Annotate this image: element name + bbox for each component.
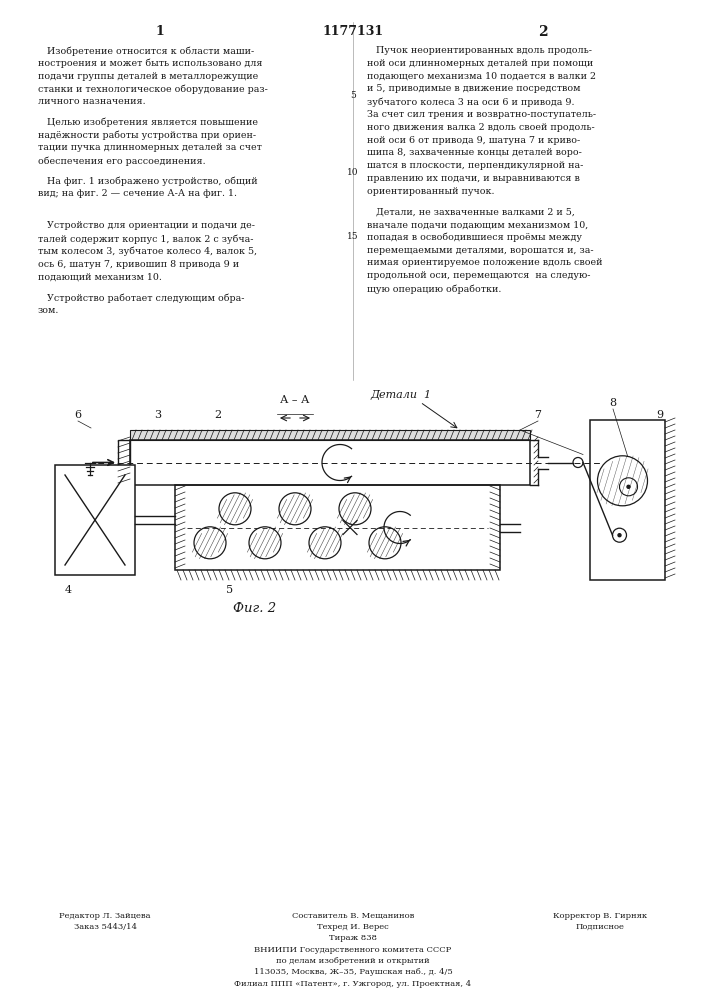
Text: 8: 8 <box>609 398 617 408</box>
Text: продольной оси, перемещаются  на следую-: продольной оси, перемещаются на следую- <box>367 271 590 280</box>
Text: зом.: зом. <box>38 306 59 315</box>
Text: 1: 1 <box>156 25 164 38</box>
Circle shape <box>249 527 281 559</box>
Text: 5: 5 <box>226 585 233 595</box>
Text: правлению их подачи, и выравниваются в: правлению их подачи, и выравниваются в <box>367 174 580 183</box>
Text: шатся в плоскости, перпендикулярной на-: шатся в плоскости, перпендикулярной на- <box>367 161 583 170</box>
Text: нимая ориентируемое положение вдоль своей: нимая ориентируемое положение вдоль свое… <box>367 258 602 267</box>
Text: Заказ 5443/14: Заказ 5443/14 <box>74 923 136 931</box>
Bar <box>590 420 665 580</box>
Text: подачи группы деталей в металлорежущие: подачи группы деталей в металлорежущие <box>38 72 258 81</box>
Text: ориентированный пучок.: ориентированный пучок. <box>367 187 494 196</box>
Text: 2: 2 <box>538 25 548 39</box>
Text: ностроения и может быть использовано для: ностроения и может быть использовано для <box>38 59 262 68</box>
Text: А – А: А – А <box>280 395 310 405</box>
Text: вид; на фиг. 2 — сечение А-А на фиг. 1.: вид; на фиг. 2 — сечение А-А на фиг. 1. <box>38 189 237 198</box>
Text: Устройство работает следующим обра-: Устройство работает следующим обра- <box>38 293 245 303</box>
Text: Фиг. 2: Фиг. 2 <box>233 602 276 615</box>
Text: 5: 5 <box>350 91 356 100</box>
Circle shape <box>612 528 626 542</box>
Text: 4: 4 <box>64 585 71 595</box>
Bar <box>130 440 530 485</box>
Text: ось 6, шатун 7, кривошип 8 привода 9 и: ось 6, шатун 7, кривошип 8 привода 9 и <box>38 260 239 269</box>
Text: Изобретение относится к области маши-: Изобретение относится к области маши- <box>38 46 255 55</box>
Bar <box>130 430 530 440</box>
Text: 2: 2 <box>214 410 221 420</box>
Text: Филиал ППП «Патент», г. Ужгород, ул. Проектная, 4: Филиал ППП «Патент», г. Ужгород, ул. Про… <box>235 980 472 988</box>
Text: ной оси длинномерных деталей при помощи: ной оси длинномерных деталей при помощи <box>367 59 593 68</box>
Text: 6: 6 <box>74 410 81 420</box>
Circle shape <box>219 493 251 525</box>
Text: подающий механизм 10.: подающий механизм 10. <box>38 273 162 282</box>
Text: станки и технологическое оборудование раз-: станки и технологическое оборудование ра… <box>38 84 268 94</box>
Text: За счет сил трения и возвратно-поступатель-: За счет сил трения и возвратно-поступате… <box>367 110 596 119</box>
Circle shape <box>619 478 638 496</box>
Circle shape <box>279 493 311 525</box>
Text: Техред И. Верес: Техред И. Верес <box>317 923 389 931</box>
Bar <box>118 440 130 485</box>
Text: Тираж 838: Тираж 838 <box>329 934 377 942</box>
Text: обеспечения его рассоединения.: обеспечения его рассоединения. <box>38 156 206 166</box>
Circle shape <box>627 485 630 488</box>
Text: перемещаемыми деталями, ворошатся и, за-: перемещаемыми деталями, ворошатся и, за- <box>367 246 594 255</box>
Circle shape <box>618 534 621 537</box>
Text: ной оси 6 от привода 9, шатуна 7 и криво-: ной оси 6 от привода 9, шатуна 7 и криво… <box>367 136 580 145</box>
Text: и 5, приводимые в движение посредством: и 5, приводимые в движение посредством <box>367 84 580 93</box>
Text: попадая в освободившиеся проёмы между: попадая в освободившиеся проёмы между <box>367 233 582 242</box>
Text: ного движения валка 2 вдоль своей продоль-: ного движения валка 2 вдоль своей продол… <box>367 123 595 132</box>
Text: Пучок неориентированных вдоль продоль-: Пучок неориентированных вдоль продоль- <box>367 46 592 55</box>
Text: 1177131: 1177131 <box>322 25 384 38</box>
Text: зубчатого колеса 3 на оси 6 и привода 9.: зубчатого колеса 3 на оси 6 и привода 9. <box>367 97 575 107</box>
Text: личного назначения.: личного назначения. <box>38 97 146 106</box>
Text: На фиг. 1 изображено устройство, общий: На фиг. 1 изображено устройство, общий <box>38 177 257 186</box>
Text: надёжности работы устройства при ориен-: надёжности работы устройства при ориен- <box>38 130 256 140</box>
Circle shape <box>597 456 648 506</box>
Circle shape <box>194 527 226 559</box>
Text: Подписное: Подписное <box>575 923 624 931</box>
Text: 7: 7 <box>534 410 542 420</box>
Bar <box>175 485 500 570</box>
Text: 9: 9 <box>656 410 664 420</box>
Text: шипа 8, захваченные концы деталей воро-: шипа 8, захваченные концы деталей воро- <box>367 148 582 157</box>
Bar <box>55 465 135 575</box>
Text: щую операцию обработки.: щую операцию обработки. <box>367 284 501 294</box>
Text: Корректор В. Гирняк: Корректор В. Гирняк <box>553 912 647 920</box>
Text: Составитель В. Мещанинов: Составитель В. Мещанинов <box>292 912 414 920</box>
Circle shape <box>309 527 341 559</box>
Text: 15: 15 <box>347 232 359 241</box>
Text: тации пучка длинномерных деталей за счет: тации пучка длинномерных деталей за счет <box>38 143 262 152</box>
Text: 113035, Москва, Ж–35, Раушская наб., д. 4/5: 113035, Москва, Ж–35, Раушская наб., д. … <box>254 968 452 976</box>
Circle shape <box>573 458 583 468</box>
Text: талей содержит корпус 1, валок 2 с зубча-: талей содержит корпус 1, валок 2 с зубча… <box>38 234 254 244</box>
Text: Устройство для ориентации и подачи де-: Устройство для ориентации и подачи де- <box>38 221 255 230</box>
Circle shape <box>339 493 371 525</box>
Text: Редактор Л. Зайцева: Редактор Л. Зайцева <box>59 912 151 920</box>
Circle shape <box>369 527 401 559</box>
Text: вначале подачи подающим механизмом 10,: вначале подачи подающим механизмом 10, <box>367 220 588 229</box>
Text: 3: 3 <box>154 410 162 420</box>
Text: ВНИИПИ Государственного комитета СССР: ВНИИПИ Государственного комитета СССР <box>255 946 452 954</box>
Text: Целью изобретения является повышение: Целью изобретения является повышение <box>38 118 258 127</box>
Text: Детали, не захваченные валками 2 и 5,: Детали, не захваченные валками 2 и 5, <box>367 207 575 216</box>
Text: по делам изобретений и открытий: по делам изобретений и открытий <box>276 957 430 965</box>
Text: тым колесом 3, зубчатое колесо 4, валок 5,: тым колесом 3, зубчатое колесо 4, валок … <box>38 247 257 256</box>
Text: 10: 10 <box>347 168 358 177</box>
Text: подающего механизма 10 подается в валки 2: подающего механизма 10 подается в валки … <box>367 72 596 81</box>
Text: Детали  1: Детали 1 <box>370 390 431 400</box>
